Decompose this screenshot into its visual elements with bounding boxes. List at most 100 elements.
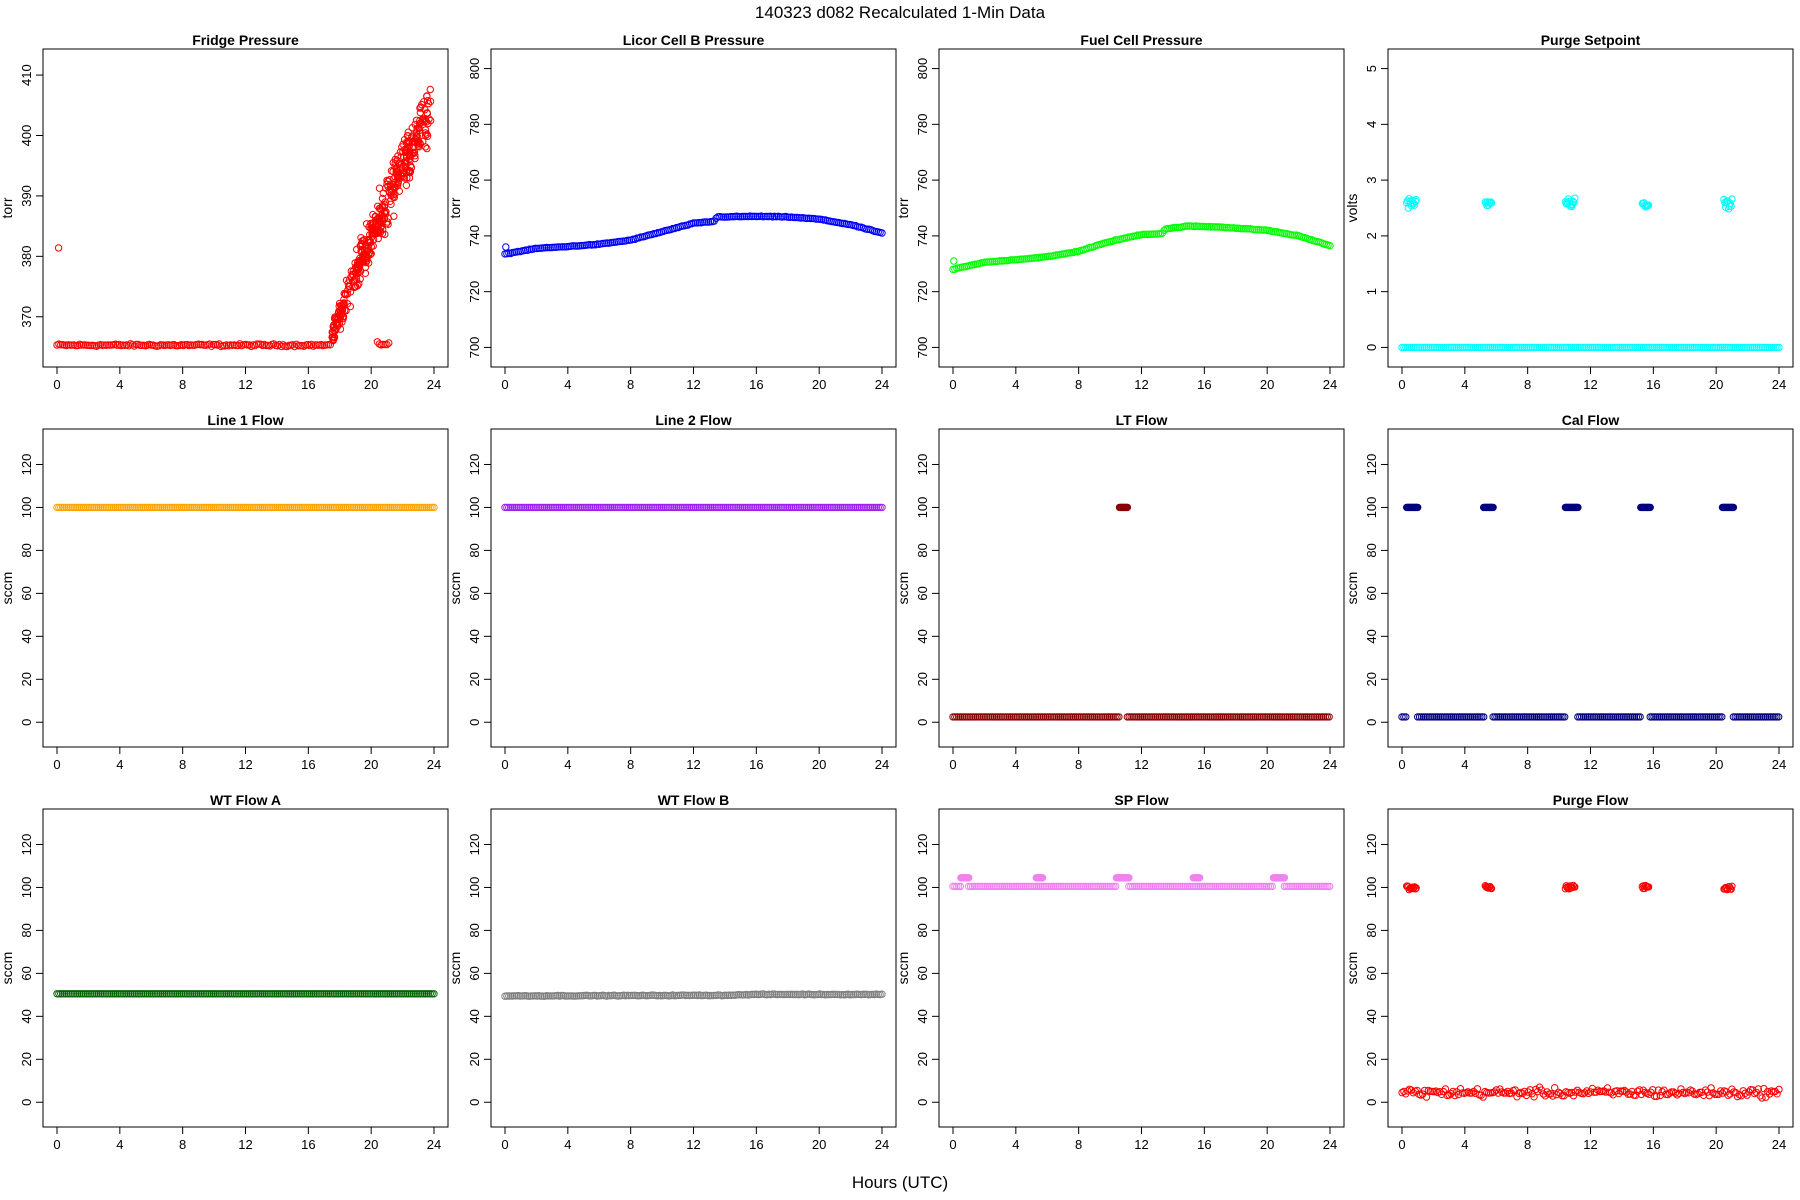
data-point — [605, 503, 613, 512]
y-tick-label: 80 — [19, 923, 34, 937]
data-point — [1543, 1088, 1551, 1096]
data-point — [958, 713, 967, 721]
data-point — [230, 990, 238, 998]
data-point — [1125, 882, 1133, 891]
data-point — [996, 713, 1004, 721]
data-point — [998, 882, 1007, 891]
data-point — [1606, 713, 1614, 721]
data-point — [593, 503, 602, 512]
data-point — [1189, 713, 1198, 721]
data-point — [1665, 713, 1673, 721]
data-point — [1469, 343, 1478, 352]
data-point — [238, 503, 246, 512]
y-tick-label: 40 — [19, 629, 34, 643]
panel-title: Purge Setpoint — [1541, 32, 1641, 48]
data-point — [313, 503, 321, 512]
data-point — [94, 503, 103, 512]
data-point — [358, 990, 367, 998]
data-point — [383, 503, 391, 512]
data-point — [1715, 343, 1723, 352]
data-point — [217, 503, 225, 512]
data-point — [1504, 713, 1512, 721]
data-point — [1551, 343, 1559, 352]
data-point — [567, 503, 575, 512]
data-point — [1276, 713, 1284, 721]
data-point — [1314, 713, 1322, 721]
data-point — [311, 503, 319, 512]
data-point — [1613, 713, 1622, 721]
data-point — [1216, 713, 1224, 721]
x-tick-label: 12 — [1134, 1137, 1148, 1152]
data-point — [368, 232, 376, 240]
data-point — [1439, 343, 1448, 352]
data-point — [1193, 713, 1201, 721]
data-point — [1234, 713, 1243, 721]
data-point — [1677, 343, 1685, 352]
data-point — [1015, 882, 1024, 891]
y-tick-label: 0 — [19, 719, 34, 726]
y-tick-label: 40 — [915, 1009, 930, 1023]
data-point — [981, 713, 989, 721]
data-point — [1025, 882, 1033, 891]
y-tick-label: 120 — [915, 834, 930, 856]
data-point — [243, 503, 252, 512]
data-point — [260, 990, 268, 998]
x-tick-label: 16 — [749, 1137, 763, 1152]
data-point — [1540, 713, 1548, 721]
data-point — [362, 503, 370, 512]
data-point — [1590, 343, 1599, 352]
data-point — [970, 713, 978, 721]
data-point — [1038, 882, 1046, 891]
data-point — [430, 503, 438, 512]
data-point — [1325, 713, 1333, 721]
data-point — [1007, 713, 1016, 721]
data-point — [415, 503, 423, 512]
data-point — [311, 341, 319, 349]
data-point — [1542, 713, 1550, 721]
data-point — [1238, 713, 1247, 721]
data-points — [1398, 503, 1783, 721]
data-point — [512, 503, 520, 512]
data-point — [1716, 1087, 1725, 1095]
y-tick-label: 100 — [1364, 497, 1379, 519]
data-point — [390, 503, 399, 512]
data-point — [525, 503, 534, 512]
y-tick-label: 0 — [1364, 719, 1379, 726]
data-point — [1502, 343, 1510, 352]
data-point — [1558, 343, 1566, 352]
data-point — [759, 503, 767, 512]
data-point — [1136, 882, 1144, 891]
data-point — [1069, 713, 1078, 721]
data-point — [1144, 882, 1152, 891]
data-point — [1515, 343, 1523, 352]
data-point — [518, 503, 526, 512]
data-point — [1214, 713, 1222, 721]
data-point — [1463, 713, 1471, 721]
data-point — [1493, 713, 1501, 721]
data-point — [1553, 713, 1561, 721]
data-point — [1509, 343, 1517, 352]
data-point — [204, 503, 212, 512]
data-point — [421, 126, 430, 134]
data-point — [1227, 713, 1235, 721]
data-point — [373, 503, 382, 512]
data-point — [1422, 343, 1431, 352]
x-tick-label: 0 — [53, 757, 60, 772]
x-tick-label: 24 — [1323, 757, 1337, 772]
y-tick-label: 760 — [467, 169, 482, 191]
x-tick-label: 4 — [564, 377, 571, 392]
x-tick-label: 12 — [1134, 757, 1148, 772]
data-point — [1549, 1092, 1557, 1100]
data-point — [565, 503, 573, 512]
data-point — [1577, 343, 1585, 352]
data-point — [953, 713, 961, 721]
data-point — [556, 503, 564, 512]
data-point — [1062, 713, 1070, 721]
data-point — [1578, 713, 1586, 721]
data-point — [1645, 343, 1653, 352]
data-point — [752, 503, 760, 512]
data-point — [377, 990, 385, 998]
data-point — [1094, 713, 1102, 721]
data-point — [1538, 713, 1546, 721]
data-point — [55, 990, 63, 998]
